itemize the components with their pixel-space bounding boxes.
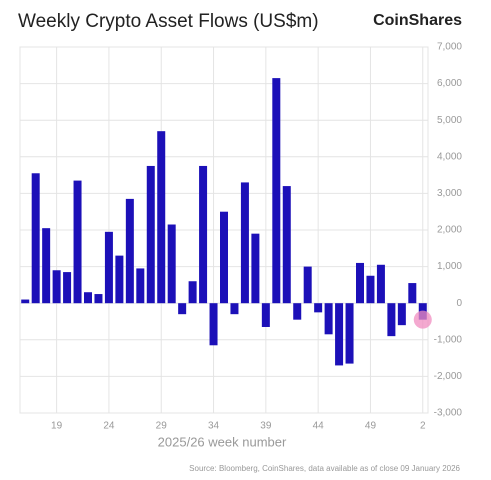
bar: [240, 182, 249, 304]
chart-title: Weekly Crypto Asset Flows (US$m): [18, 11, 319, 32]
x-tick-label: 44: [313, 421, 325, 432]
bar: [21, 299, 30, 304]
y-tick-label: -3,000: [434, 408, 463, 419]
bar: [146, 165, 155, 304]
x-tick-label: 49: [365, 421, 377, 432]
bar: [345, 303, 354, 364]
bar: [188, 281, 197, 304]
bar: [282, 186, 291, 304]
bar: [397, 303, 406, 326]
y-tick-label: 7,000: [437, 42, 462, 53]
y-tick-label: 0: [456, 298, 462, 309]
bar: [220, 211, 228, 304]
x-tick-label: 19: [51, 421, 63, 432]
bar: [366, 275, 375, 304]
bar: [293, 303, 302, 320]
source-note: Source: Bloomberg, CoinShares, data avai…: [189, 464, 460, 473]
bar: [272, 78, 281, 304]
bar: [157, 131, 166, 304]
bar: [94, 294, 103, 304]
y-tick-label: -1,000: [434, 334, 463, 345]
x-tick-label: 34: [208, 421, 220, 432]
bar: [408, 283, 417, 304]
x-tick-label: 2: [420, 421, 426, 432]
y-tick-label: 4,000: [437, 151, 462, 162]
brand-logo: CoinShares: [373, 12, 462, 29]
bar: [387, 303, 396, 337]
y-tick-label: -2,000: [434, 371, 463, 382]
bar: [115, 255, 124, 304]
y-tick-label: 1,000: [437, 261, 462, 272]
bar: [31, 173, 40, 304]
highlight-marker: [413, 310, 432, 329]
y-tick-label: 6,000: [437, 78, 462, 89]
bar: [314, 303, 323, 313]
x-tick-label: 29: [156, 421, 168, 432]
bar: [136, 268, 145, 304]
x-tick-label: 24: [103, 421, 115, 432]
y-tick-label: 3,000: [437, 188, 462, 199]
bar: [324, 303, 333, 335]
bar: [63, 272, 72, 304]
x-tick-label: 39: [260, 421, 272, 432]
y-tick-label: 5,000: [437, 115, 462, 126]
bar: [230, 303, 239, 315]
bar: [52, 270, 61, 304]
bar: [303, 266, 312, 304]
bar: [209, 303, 218, 346]
bar: [356, 262, 364, 304]
bar: [104, 231, 113, 304]
bar: [251, 233, 260, 304]
bar: [376, 264, 385, 304]
bar: [73, 180, 82, 304]
bar: [178, 303, 187, 315]
y-tick-label: 2,000: [437, 225, 462, 236]
bar: [167, 224, 176, 304]
bar: [199, 165, 208, 304]
bar: [84, 292, 92, 304]
x-axis-label: 2025/26 week number: [158, 434, 287, 449]
bar: [261, 303, 270, 327]
bar: [335, 303, 344, 366]
bar: [125, 198, 134, 304]
bar: [42, 228, 51, 304]
